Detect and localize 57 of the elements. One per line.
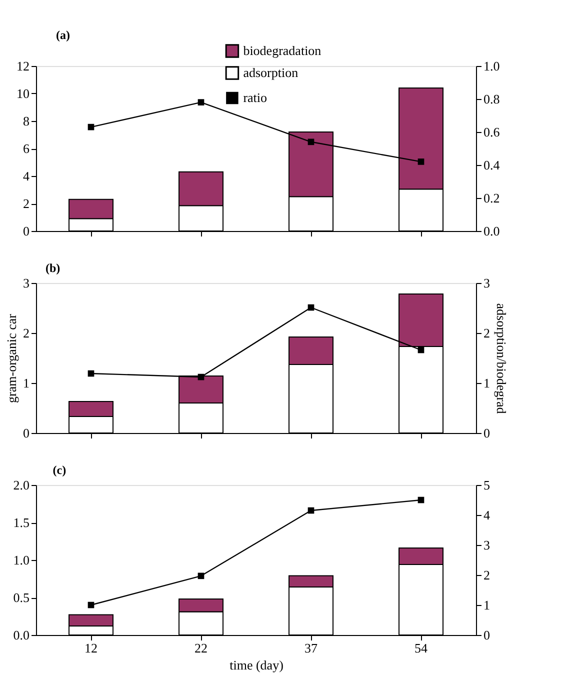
x-tick-label: 12 — [84, 640, 98, 656]
y-tick-label: 12 — [16, 58, 30, 74]
y2-tick-label: 2 — [484, 568, 490, 582]
point — [308, 507, 314, 514]
y-tick-label: 6 — [23, 141, 30, 156]
y-tick-label: 0.5 — [13, 590, 30, 605]
point — [308, 304, 314, 311]
y2-tick-label: 5 — [484, 478, 490, 492]
point — [418, 158, 424, 165]
point — [418, 496, 424, 504]
y-tick-label: 1.5 — [13, 515, 30, 530]
x-tick-label: 22 — [194, 640, 208, 656]
y2-tick-label: 1.0 — [484, 58, 500, 74]
y-tick-label: 10 — [16, 86, 30, 101]
y-tick-label: 2.0 — [13, 478, 30, 492]
y2-axis-title: adsorption/biodegrad — [494, 303, 509, 414]
y2-tick-label: 2 — [484, 326, 490, 340]
point — [88, 370, 94, 377]
y-tick-label: 2 — [23, 196, 30, 211]
point — [88, 602, 94, 608]
y2-tick-label: 4 — [484, 508, 490, 522]
point — [88, 124, 94, 130]
chart-title: (c) — [52, 463, 66, 477]
y2-tick-label: 0.0 — [484, 224, 500, 238]
legend-label: adsorption — [243, 65, 299, 80]
y2-tick-label: 1 — [484, 598, 490, 612]
chart-title: (b) — [46, 261, 60, 275]
chart-title: (a) — [56, 28, 70, 42]
y-tick-label: 3 — [23, 276, 30, 290]
x-axis-title: time (day) — [230, 658, 284, 672]
point — [198, 374, 204, 380]
y-tick-label: 1.0 — [13, 552, 30, 568]
y-tick-label: 8 — [23, 114, 30, 128]
legend-label: ratio — [243, 90, 268, 105]
y-axis-title: gram-organic car — [4, 313, 19, 403]
y-tick-label: 2 — [23, 326, 30, 340]
y2-tick-label: 0 — [484, 426, 490, 440]
legend-label: biodegradation — [243, 43, 322, 58]
y-tick-label: 0 — [23, 224, 30, 238]
point — [418, 346, 424, 354]
y-tick-label: 4 — [23, 168, 30, 184]
y2-tick-label: 0.8 — [484, 92, 500, 106]
x-tick-label: 37 — [304, 640, 318, 656]
x-tick-label: 54 — [414, 640, 428, 656]
y2-tick-label: 0.2 — [484, 190, 500, 206]
point — [198, 572, 204, 580]
y2-tick-label: 3 — [484, 276, 490, 290]
y-tick-label: 1 — [23, 376, 30, 390]
y2-tick-label: 3 — [484, 538, 490, 552]
point — [198, 99, 204, 106]
y2-tick-label: 0 — [484, 628, 490, 642]
y2-tick-label: 1 — [484, 376, 490, 390]
y2-tick-label: 0.4 — [484, 158, 500, 172]
y-tick-label: 0.0 — [13, 628, 30, 642]
y2-tick-label: 0.6 — [484, 124, 500, 140]
y-tick-label: 0 — [23, 426, 30, 440]
point — [308, 138, 314, 146]
